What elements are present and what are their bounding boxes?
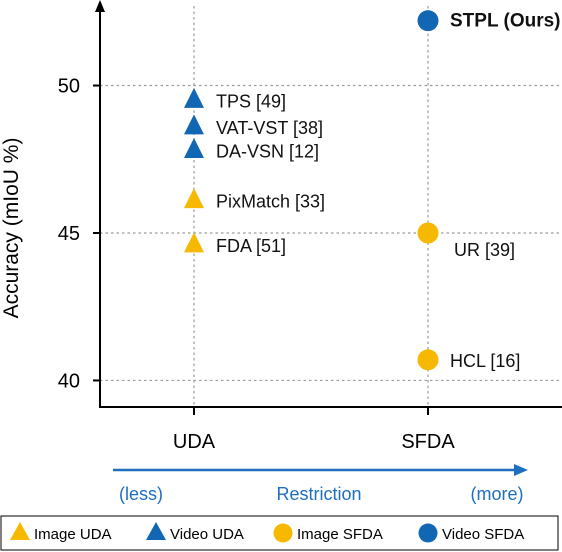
point-stpl-ours [417, 10, 439, 32]
legend: Image UDA Video UDA Image SFDA Video SFDA [0, 515, 559, 551]
data-labels: FDA [51] PixMatch [33] DA-VSN [12] VAT-VST … [216, 11, 561, 371]
legend-marker-video-sfda [418, 523, 438, 543]
data-label-da-vsn-12: DA-VSN [12] [216, 141, 319, 161]
legend-marker-image-sfda [273, 523, 293, 543]
data-label-fda-51: FDA [51] [216, 236, 286, 256]
point-da-vsn-12 [184, 138, 204, 159]
y-tick-label-40: 40 [58, 370, 80, 392]
point-hcl-16 [417, 349, 439, 371]
y-tick-label-45: 45 [58, 223, 80, 245]
legend-label-image-sfda: Image SFDA [297, 526, 383, 543]
restriction-arrow: (less) Restriction (more) [113, 464, 528, 504]
legend-marker-video-uda [146, 522, 166, 540]
point-tps-49 [184, 87, 204, 108]
y-ticks: 40 45 50 [58, 76, 100, 392]
point-ur-39 [417, 222, 439, 244]
data-label-hcl-16: HCL [16] [450, 351, 520, 371]
grid-lines [100, 6, 560, 407]
point-fda-51 [184, 232, 204, 253]
x-ticks: UDA SFDA [173, 407, 455, 453]
y-axis-arrowhead [95, 0, 105, 12]
restriction-label: Restriction [276, 484, 361, 504]
point-vat-vst-38 [184, 114, 204, 135]
restriction-less-label: (less) [119, 484, 163, 504]
legend-label-video-sfda: Video SFDA [442, 526, 524, 543]
legend-marker-image-uda [10, 522, 30, 540]
data-label-stpl-ours: STPL (Ours) [450, 11, 561, 32]
restriction-more-label: (more) [471, 484, 524, 504]
y-tick-label-50: 50 [58, 76, 80, 98]
restriction-arrowhead [514, 464, 528, 476]
data-points [184, 10, 439, 371]
point-pixmatch-33 [184, 188, 204, 209]
legend-label-image-uda: Image UDA [34, 526, 112, 543]
data-label-tps-49: TPS [49] [216, 91, 286, 111]
data-label-pixmatch-33: PixMatch [33] [216, 192, 325, 212]
legend-label-video-uda: Video UDA [170, 526, 244, 543]
data-label-vat-vst-38: VAT-VST [38] [216, 118, 323, 138]
x-tick-label-sfda: SFDA [401, 431, 455, 453]
x-tick-label-uda: UDA [173, 431, 216, 453]
y-axis-label: Accuracy (mIoU %) [0, 138, 23, 319]
axes [95, 0, 562, 408]
data-label-ur-39: UR [39] [454, 240, 515, 260]
